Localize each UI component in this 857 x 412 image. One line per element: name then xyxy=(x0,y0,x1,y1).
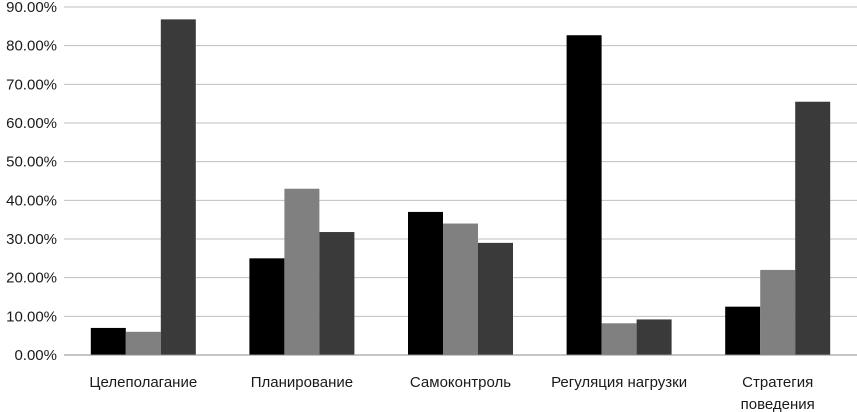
gridlines xyxy=(64,6,857,317)
bar xyxy=(249,258,285,355)
bar xyxy=(725,306,761,355)
bar xyxy=(284,188,320,355)
x-axis-category-labels: Целеполагание Планирование Самоконтроль Рег… xyxy=(89,374,814,412)
bar xyxy=(601,323,637,355)
x-category-label: Стратегия поведения xyxy=(741,374,815,412)
bar xyxy=(478,242,513,355)
x-category-label: Целеполагание xyxy=(89,374,197,391)
bars xyxy=(90,19,831,356)
y-tick-label: 80.00% xyxy=(6,38,57,55)
y-tick-label: 70.00% xyxy=(6,76,57,93)
y-tick-label: 0.00% xyxy=(14,347,57,364)
bar xyxy=(760,269,796,355)
bar xyxy=(319,232,355,355)
x-category-label: Регуляция нагрузки xyxy=(551,374,687,391)
bar xyxy=(636,319,672,355)
x-category-label: Самоконтроль xyxy=(410,374,511,391)
bar xyxy=(90,327,126,355)
bar xyxy=(566,35,602,356)
y-tick-label: 40.00% xyxy=(6,192,57,209)
x-category-label: Планирование xyxy=(251,374,353,391)
bar xyxy=(443,223,478,355)
y-tick-label: 20.00% xyxy=(6,270,57,287)
y-tick-label: 90.00% xyxy=(6,0,57,16)
bar xyxy=(160,19,196,356)
y-tick-label: 50.00% xyxy=(6,154,57,171)
y-axis-tick-labels: 0.00% 10.00% 20.00% 30.00% 40.00% 50.00% 60.00… xyxy=(6,0,57,364)
y-tick-label: 60.00% xyxy=(6,115,57,132)
bar xyxy=(795,101,831,355)
y-tick-label: 30.00% xyxy=(6,231,57,248)
bar xyxy=(125,331,161,355)
bar xyxy=(408,211,443,355)
y-tick-label: 10.00% xyxy=(6,308,57,325)
